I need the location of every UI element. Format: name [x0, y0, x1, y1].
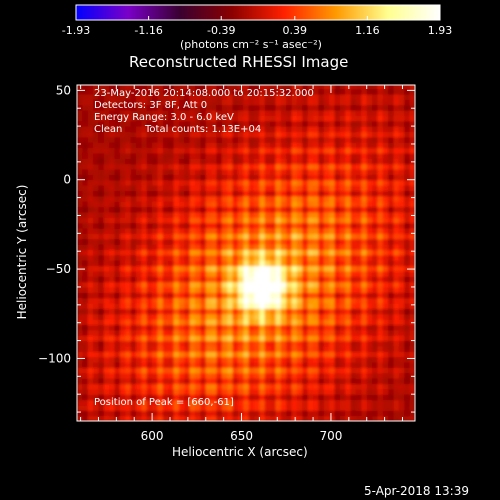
colorbar-tick-label: 0.39 — [283, 24, 308, 37]
y-tick-label: −50 — [46, 262, 71, 276]
x-tick-label: 700 — [319, 429, 342, 443]
y-axis-label: Heliocentric Y (arcsec) — [15, 184, 29, 320]
clean-annotation: Clean — [94, 124, 123, 135]
colorbar: -1.93 -1.16 -0.39 0.39 1.16 1.93 — [62, 4, 453, 37]
x-axis-label: Heliocentric X (arcsec) — [172, 445, 308, 459]
colorbar-tick-label: -1.16 — [134, 24, 162, 37]
time-range-annotation: 23-May-2016 20:14:08.000 to 20:15:32.000 — [94, 88, 314, 99]
energy-annotation: Energy Range: 3.0 - 6.0 keV — [94, 112, 234, 123]
colorbar-tick-label: -1.93 — [62, 24, 90, 37]
y-tick-label: −100 — [38, 351, 71, 365]
x-tick-label: 650 — [230, 429, 253, 443]
plot-axes: 600 650 700 50 0 −50 −100 — [38, 83, 416, 443]
heatmap-image — [77, 85, 415, 421]
detectors-annotation: Detectors: 3F 8F, Att 0 — [94, 100, 208, 111]
colorbar-gradient — [75, 4, 441, 21]
y-tick-label: 50 — [56, 83, 71, 97]
x-tick-label: 600 — [141, 429, 164, 443]
colorbar-label: (photons cm⁻² s⁻¹ asec⁻²) — [180, 38, 322, 51]
colorbar-tick-label: -0.39 — [207, 24, 235, 37]
heatmap-cells — [77, 85, 415, 421]
plot-frame — [76, 84, 416, 422]
colorbar-tick-label: 1.93 — [428, 24, 453, 37]
chart-title: Reconstructed RHESSI Image — [129, 53, 349, 71]
y-tick-label: 0 — [63, 173, 71, 187]
peak-position-annotation: Position of Peak = [660,-61] — [94, 397, 234, 408]
footer-timestamp: 5-Apr-2018 13:39 — [364, 484, 469, 498]
colorbar-tick-label: 1.16 — [355, 24, 380, 37]
total-counts-annotation: Total counts: 1.13E+04 — [145, 124, 262, 135]
